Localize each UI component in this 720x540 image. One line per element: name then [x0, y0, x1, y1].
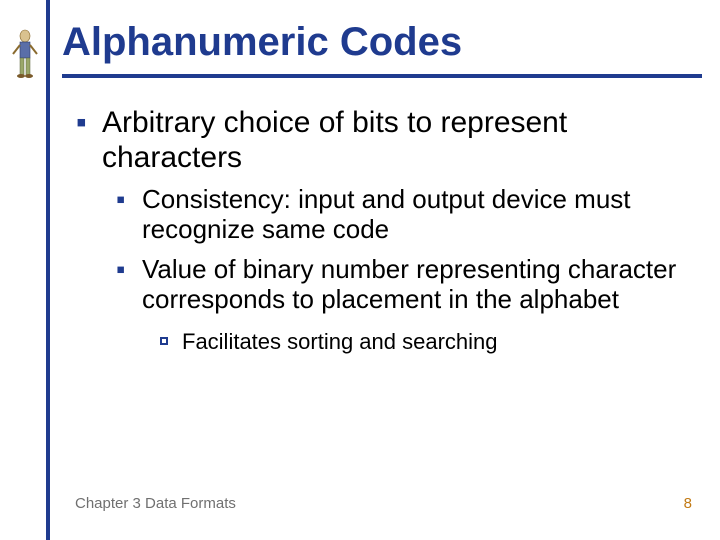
- bullet-level3: Facilitates sorting and searching: [160, 329, 682, 354]
- bullet-text: Value of binary number representing char…: [142, 255, 682, 315]
- bullet-text: Facilitates sorting and searching: [182, 329, 498, 354]
- slide-body: ▪ Arbitrary choice of bits to represent …: [62, 98, 682, 354]
- bullet-level2: ▪ Consistency: input and output device m…: [116, 185, 682, 245]
- footer-page-number: 8: [684, 495, 692, 512]
- slide-title: Alphanumeric Codes: [62, 20, 462, 65]
- bullet-text: Arbitrary choice of bits to represent ch…: [102, 106, 682, 175]
- bullet-level2: ▪ Value of binary number representing ch…: [116, 255, 682, 315]
- footer-chapter: Chapter 3 Data Formats: [75, 495, 236, 512]
- title-underline: [62, 74, 702, 78]
- logo-figure: [10, 28, 40, 83]
- vertical-accent-line: [46, 0, 50, 540]
- bullet-marker-icon: ▪: [76, 106, 102, 175]
- bullet-level1: ▪ Arbitrary choice of bits to represent …: [76, 106, 682, 175]
- bullet-text: Consistency: input and output device mus…: [142, 185, 682, 245]
- bullet-marker-icon: ▪: [116, 255, 142, 315]
- bullet-marker-icon: ▪: [116, 185, 142, 245]
- bullet-marker-icon: [160, 329, 182, 354]
